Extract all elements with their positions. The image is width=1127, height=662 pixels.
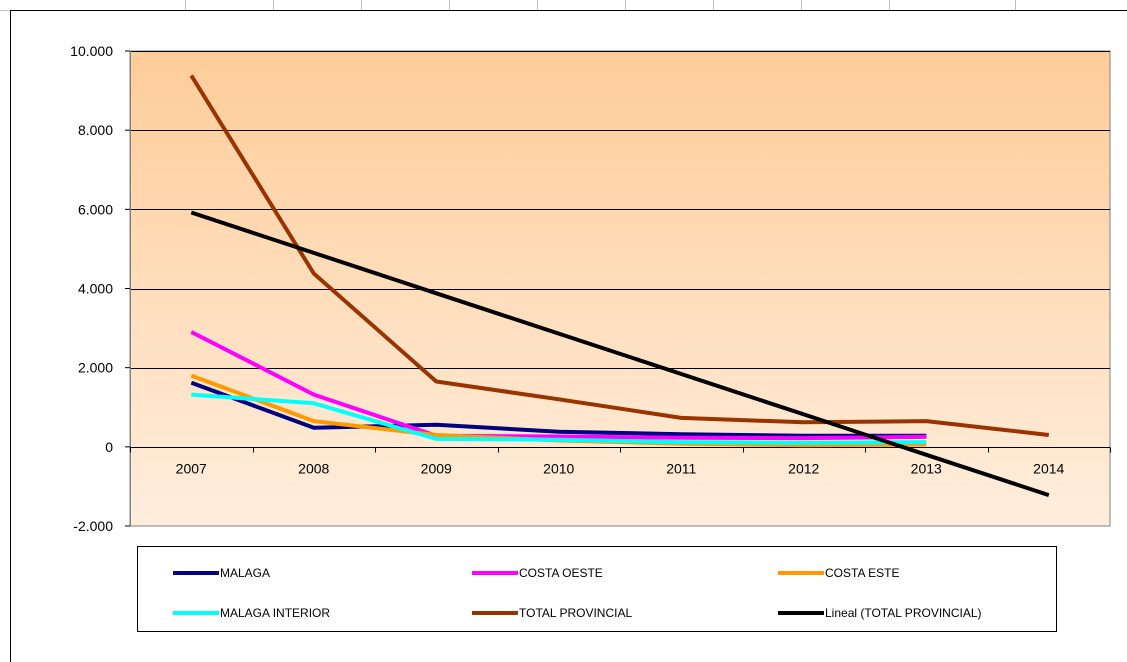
series-line-malaga [190, 380, 927, 438]
y-tick-label: 8.000 [78, 122, 113, 138]
y-axis: -2.000 0 2.000 4.000 6.000 8.000 10.000 [70, 43, 131, 534]
y-tick-label: 10.000 [70, 43, 113, 59]
legend-label: MALAGA INTERIOR [220, 606, 330, 620]
x-tick-label: 2010 [543, 461, 574, 477]
x-tick-label: 2011 [666, 461, 696, 477]
plot-area [129, 50, 1111, 527]
y-tick-label: 6.000 [78, 201, 113, 217]
series-line-total-provincial [189, 74, 1050, 437]
y-tick-label: -2.000 [73, 518, 113, 534]
series-line-lineal-total-provincial [190, 210, 1050, 497]
legend-items: MALAGA COSTA OESTE COSTA ESTE MALAGA INTERI… [173, 566, 982, 620]
x-tick-label: 2007 [176, 461, 207, 477]
legend-label: TOTAL PROVINCIAL [519, 606, 632, 620]
y-tick-label: 0 [105, 439, 113, 455]
x-tick-label: 2012 [788, 461, 819, 477]
legend-label: COSTA ESTE [825, 566, 899, 580]
sheet-gridlines [0, 0, 1127, 11]
x-tick-label: 2014 [1033, 461, 1064, 477]
series-line-costa-oeste [190, 330, 927, 441]
series-lines [189, 74, 1050, 497]
series-line-malaga-interior [191, 392, 927, 445]
x-tick-label: 2009 [421, 461, 452, 477]
x-tick-label: 2013 [911, 461, 942, 477]
x-axis: 2007 2008 2009 2010 2011 2012 2013 2014 [130, 447, 1111, 477]
legend [137, 546, 1057, 632]
legend-label: MALAGA [220, 566, 270, 580]
x-tick-label: 2008 [298, 461, 329, 477]
legend-label: COSTA OESTE [519, 566, 603, 580]
legend-label: Lineal (TOTAL PROVINCIAL) [825, 606, 982, 620]
y-tick-label: 4.000 [78, 281, 113, 297]
y-tick-label: 2.000 [78, 360, 113, 376]
